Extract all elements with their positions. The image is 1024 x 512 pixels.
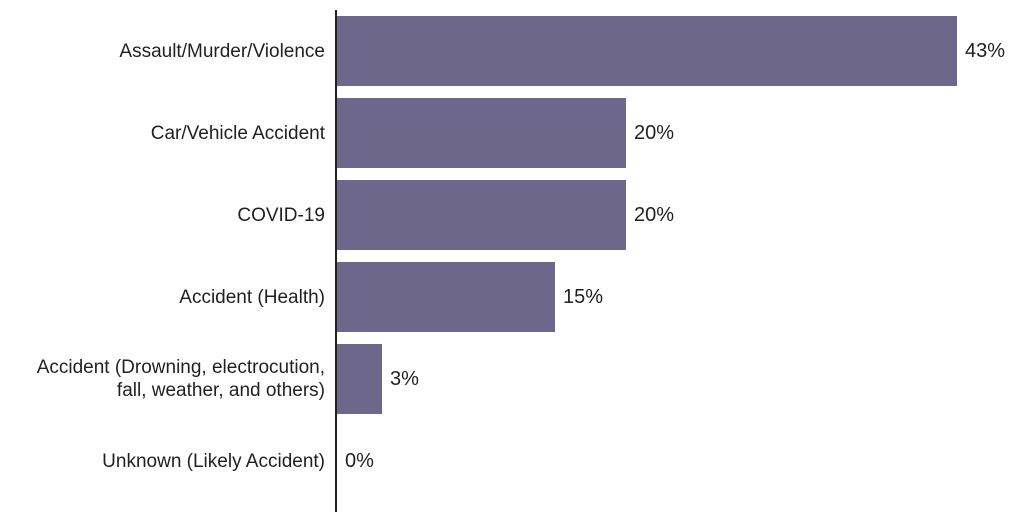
bar-value-label: 20% [634,203,675,226]
bar-row: COVID-19 20% [0,174,1024,256]
bar-row: Unknown (Likely Accident) 0% [0,420,1024,502]
bar-value-label: 0% [345,449,374,472]
bar [337,344,382,414]
category-label: Assault/Murder/Violence [119,40,325,62]
y-axis-spine [335,10,337,512]
bar-row: Accident (Drowning, electrocution, fall,… [0,338,1024,420]
category-label: Unknown (Likely Accident) [102,450,325,472]
category-label: Car/Vehicle Accident [150,122,325,144]
category-label: Accident (Drowning, electrocution, fall,… [36,357,325,401]
bar-rows: Assault/Murder/Violence 43% Car/Vehicle … [0,10,1024,502]
bar-value-label: 20% [634,121,675,144]
bar [337,98,626,168]
bar-value-label: 43% [965,39,1006,62]
category-label: Accident (Health) [179,286,325,308]
bar-value-label: 15% [563,285,604,308]
bar-row: Car/Vehicle Accident 20% [0,92,1024,174]
bar-row: Assault/Murder/Violence 43% [0,10,1024,92]
category-label: COVID-19 [237,204,325,226]
bar-value-label: 3% [390,367,419,390]
bar [337,262,555,332]
bar [337,180,626,250]
bar-row: Accident (Health) 15% [0,256,1024,338]
bar [337,16,957,86]
